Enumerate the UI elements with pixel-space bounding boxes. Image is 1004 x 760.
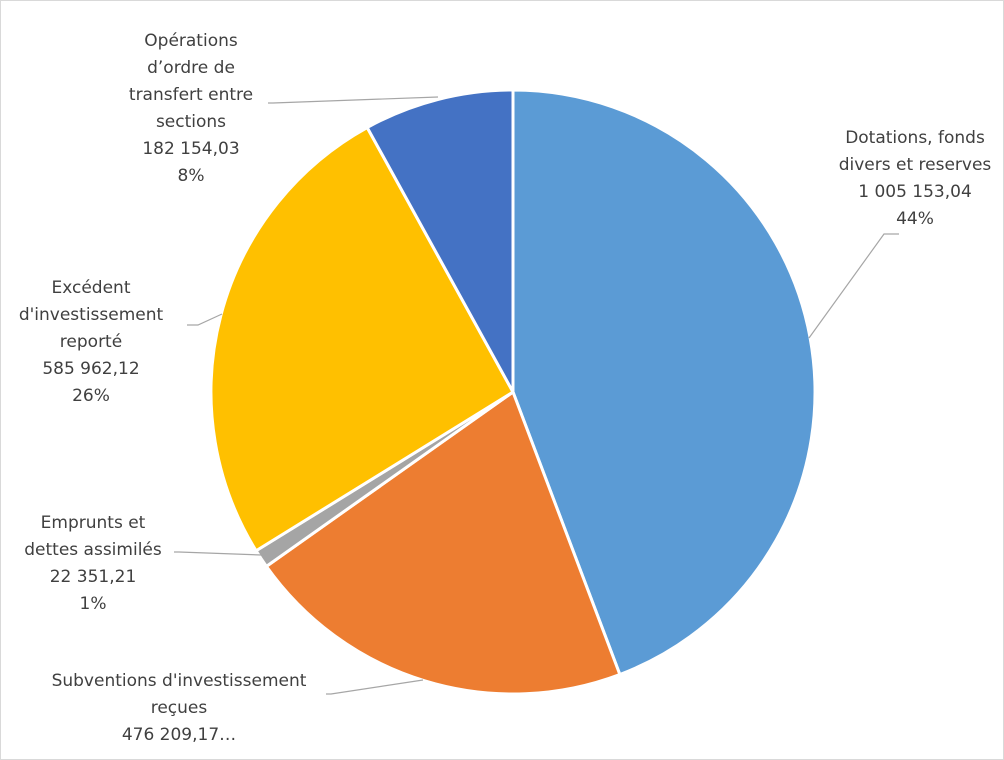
leader-lines xyxy=(174,96,899,695)
data-label-line: sections xyxy=(156,112,226,132)
data-label-line: reporté xyxy=(60,332,122,352)
leader-line xyxy=(808,233,899,339)
data-label-line: dettes assimilés xyxy=(24,540,162,560)
data-label-line: 1 005 153,04 xyxy=(858,182,972,202)
pie-slices xyxy=(209,88,817,696)
pie-slice xyxy=(209,126,515,553)
pie-slice xyxy=(511,88,817,676)
leader-line xyxy=(174,551,262,556)
data-label-line: d’ordre de xyxy=(147,58,235,78)
data-label: Dotations, fonds divers et reserves 1 005 … xyxy=(839,128,992,229)
leader-line xyxy=(326,679,424,695)
data-labels: Dotations, fonds divers et reserves 1 005 … xyxy=(19,31,992,745)
data-label-line: 1% xyxy=(80,594,107,614)
data-label: Opérations d’ordre de transfert entre secti… xyxy=(129,31,253,186)
data-label-line: d'investissement xyxy=(19,305,164,325)
data-label-line: 44% xyxy=(896,209,934,229)
pie-slice xyxy=(264,390,622,696)
leader-line xyxy=(268,96,439,104)
data-label-line: 26% xyxy=(72,386,110,406)
data-label-line: Opérations xyxy=(144,31,238,51)
data-label-line: 8% xyxy=(178,166,205,186)
data-label-line: Emprunts et xyxy=(41,513,146,533)
data-label: Subventions d'investissement reçues 476 20… xyxy=(52,671,307,745)
data-label: Excédent d'investissement reporté 585 962,1… xyxy=(19,278,164,406)
data-label-line: divers et reserves xyxy=(839,155,992,175)
data-label-line: 182 154,03 xyxy=(142,139,239,159)
data-label-line: transfert entre xyxy=(129,85,253,105)
data-label-line: 476 209,17… xyxy=(122,725,236,745)
data-label-line: Excédent xyxy=(52,278,131,298)
data-label-line: 585 962,12 xyxy=(42,359,139,379)
leader-line xyxy=(187,313,223,326)
data-label-line: reçues xyxy=(151,698,208,718)
data-label-line: Dotations, fonds xyxy=(845,128,985,148)
data-label-line: 22 351,21 xyxy=(50,567,137,587)
data-label-line: Subventions d'investissement xyxy=(52,671,307,691)
data-label: Emprunts et dettes assimilés 22 351,21 1% xyxy=(24,513,162,614)
pie-slice xyxy=(365,88,515,394)
